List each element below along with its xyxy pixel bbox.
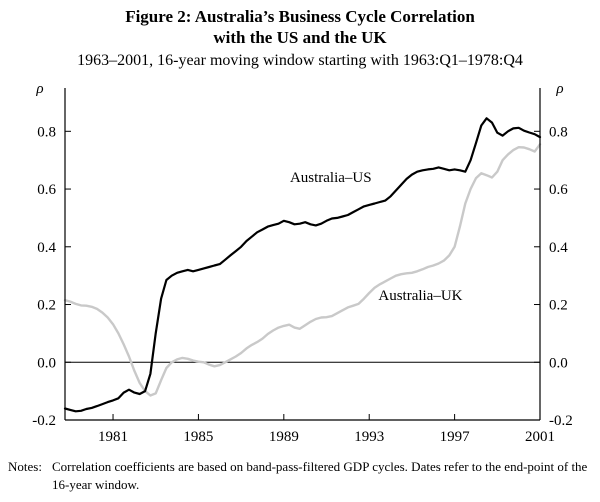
x-tick-label: 1997 [440,429,471,445]
figure-title: Figure 2: Australia’s Business Cycle Cor… [0,6,600,49]
y-axis-label-right: ρ [555,81,563,97]
y-tick-label-left: 0.6 [37,182,56,198]
x-tick-label: 1993 [354,429,384,445]
notes: Notes: Correlation coefficients are base… [0,454,600,496]
figure-title-line2: with the US and the UK [213,28,387,48]
y-tick-label-left: -0.2 [32,413,56,429]
series-label-aus-us: Australia–US [290,169,372,185]
y-tick-label-left: 0.8 [37,124,56,140]
correlation-chart: Australia–US Australia–UK -0.2 -0.2 0.0 0.0 0.… [32,81,573,445]
series-label-aus-uk: Australia–UK [378,288,462,304]
y-tick-label-left: 0.0 [37,355,56,371]
figure-subtitle: 1963–2001, 16-year moving window startin… [77,51,523,69]
series-line-aus-uk [63,142,542,397]
notes-label: Notes: [8,458,42,474]
x-tick-label: 1981 [98,429,128,445]
y-tick-label-right: 0.0 [549,355,568,371]
chart-area: Australia–US Australia–UK -0.2 -0.2 0.0 0.0 0.… [0,72,600,454]
figure-title-line1: Figure 2: Australia’s Business Cycle Cor… [125,7,475,26]
y-tick-label-right: 0.2 [549,297,568,313]
series-line-aus-us [63,116,542,412]
y-tick-label-left: 0.4 [37,239,56,255]
x-tick-label: 1989 [269,429,299,445]
y-tick-label-right: 0.8 [549,124,568,140]
notes-text: Correlation coefficients are based on ba… [52,458,588,493]
y-tick-label-right: 0.4 [549,239,568,255]
y-axis-label-left: ρ [35,81,43,97]
y-tick-label-right: 0.6 [549,182,568,198]
x-tick-label: 2001 [525,429,555,445]
y-tick-label-right: -0.2 [549,413,573,429]
x-tick-label: 1985 [183,429,213,445]
y-tick-label-left: 0.2 [37,297,56,313]
